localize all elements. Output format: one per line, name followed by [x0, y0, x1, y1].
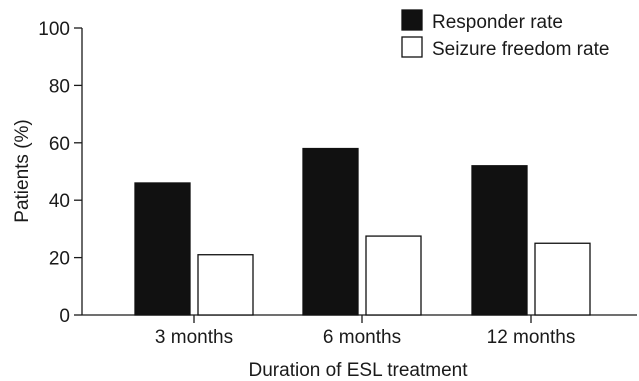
legend-swatch — [401, 36, 423, 58]
y-tick-label: 0 — [59, 306, 70, 327]
y-tick-label: 20 — [49, 249, 70, 270]
x-axis-title: Duration of ESL treatment — [249, 360, 469, 381]
y-tick-label: 80 — [49, 76, 70, 97]
bar-seizure-freedom-rate — [365, 235, 422, 316]
bar-seizure-freedom-rate — [197, 254, 254, 316]
y-axis-title: Patients (%) — [12, 119, 33, 222]
bar-seizure-freedom-rate — [534, 242, 591, 316]
legend: Responder rate Seizure freedom rate — [401, 9, 609, 60]
x-tick-label: 12 months — [487, 327, 576, 348]
x-tick-label: 6 months — [323, 327, 401, 348]
x-tick-label: 3 months — [155, 327, 233, 348]
y-tick-label: 60 — [49, 134, 70, 155]
y-tick-label: 40 — [49, 191, 70, 212]
legend-label: Responder rate — [432, 12, 563, 33]
bar-responder-rate — [471, 165, 528, 316]
axes: 0 20 40 60 80 100 3 months 6 months 12 months — [38, 19, 637, 348]
bars — [134, 147, 591, 316]
legend-swatch — [401, 9, 423, 31]
bar-responder-rate — [134, 182, 191, 316]
bar-responder-rate — [302, 147, 359, 316]
legend-label: Seizure freedom rate — [432, 39, 609, 60]
y-tick-label: 100 — [38, 19, 70, 40]
